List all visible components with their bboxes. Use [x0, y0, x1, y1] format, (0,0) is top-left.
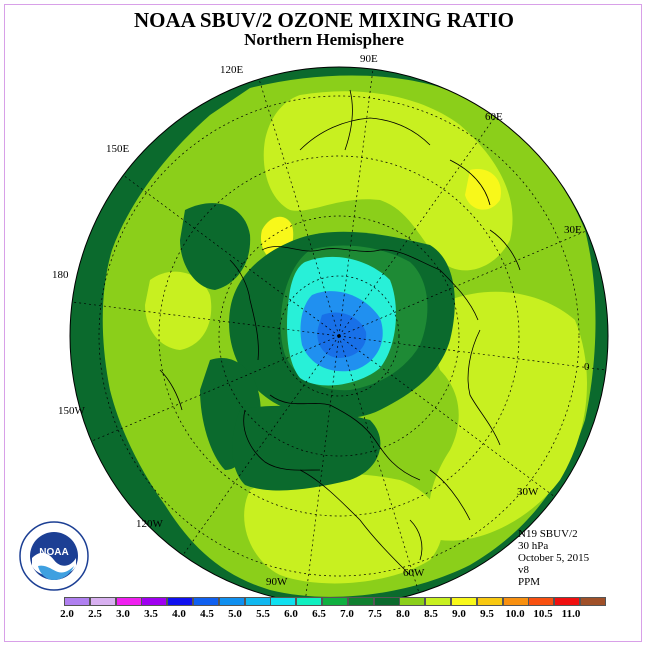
- ozone-band-8-0-atlantic: [465, 169, 501, 210]
- colorbar-tick-label: 3.5: [144, 608, 158, 620]
- page-title: NOAA SBUV/2 OZONE MIXING RATIO: [134, 8, 514, 32]
- colorbar-swatch: [296, 597, 323, 606]
- colorbar-tick-label: 5.0: [228, 608, 242, 620]
- lon-label-0: 0: [584, 361, 590, 373]
- colorbar-swatch: [115, 597, 142, 606]
- lon-label-180: 180: [52, 269, 69, 281]
- info-version: v8: [518, 564, 529, 576]
- colorbar-swatch: [218, 597, 245, 606]
- lon-label-60w: 60W: [403, 567, 425, 579]
- colorbar-swatch: [89, 597, 116, 606]
- colorbar-tick-label: 10.0: [505, 608, 525, 620]
- logo-text: NOAA: [39, 547, 68, 558]
- colorbar-swatch: [425, 597, 452, 606]
- colorbar-swatch: [322, 597, 348, 606]
- colorbar-swatch: [167, 597, 194, 606]
- lon-label-30e: 30E: [564, 224, 582, 236]
- colorbar-swatch: [64, 597, 90, 606]
- colorbar-tick-label: 4.0: [172, 608, 186, 620]
- info-level: 30 hPa: [518, 540, 549, 552]
- lon-label-120w: 120W: [136, 518, 164, 530]
- lon-label-150e: 150E: [106, 143, 130, 155]
- colorbar-swatch: [244, 597, 271, 606]
- colorbar-swatch: [528, 597, 555, 606]
- colorbar-tick-label: 10.5: [533, 608, 553, 620]
- colorbar-swatch: [141, 597, 168, 606]
- ozone-band-7-5-south: [244, 473, 443, 584]
- ozone-band-7-5-atlantic: [429, 291, 587, 541]
- colorbar-swatch: [347, 597, 374, 606]
- coastlines: [159, 89, 521, 576]
- colorbar-swatch: [373, 597, 400, 606]
- colorbar-swatch: [580, 597, 606, 606]
- colorbar-tick-label: 8.0: [396, 608, 410, 620]
- info-units: PPM: [518, 576, 541, 588]
- colorbar-tick-label: 8.5: [424, 608, 438, 620]
- colorbar-tick-label: 9.5: [480, 608, 494, 620]
- colorbar-tick-label: 4.5: [200, 608, 214, 620]
- lon-label-90w: 90W: [266, 576, 288, 588]
- info-satellite: N19 SBUV/2: [518, 528, 578, 540]
- colorbar-swatch: [554, 597, 581, 606]
- colorbar-swatch: [399, 597, 426, 606]
- colorbar-swatch: [476, 597, 503, 606]
- ozone-band-7-5-pacific: [145, 271, 212, 350]
- colorbar-swatch: [193, 597, 219, 606]
- colorbar-tick-label: 2.0: [60, 608, 74, 620]
- ozone-band-6-5-namerica: [232, 405, 381, 491]
- colorbar-tick-label: 6.5: [312, 608, 326, 620]
- colorbar-tick-label: 11.0: [561, 608, 581, 620]
- colorbar-tick-label: 6.0: [284, 608, 298, 620]
- colorbar-tick-label: 5.5: [256, 608, 270, 620]
- lon-label-60e: 60E: [485, 111, 503, 123]
- ozone-band-4-0: [317, 312, 367, 358]
- colorbar-swatch: [270, 597, 297, 606]
- ozone-band-7-5: [263, 91, 513, 271]
- info-date: October 5, 2015: [518, 552, 590, 564]
- noaa-logo: NOAA: [19, 521, 89, 591]
- lon-label-30w: 30W: [517, 486, 539, 498]
- lon-label-120e: 120E: [220, 64, 244, 76]
- colorbar-tick-label: 7.5: [368, 608, 382, 620]
- lon-label-90e: 90E: [360, 53, 378, 65]
- colorbar-swatch: [451, 597, 477, 606]
- latitude-grid: [98, 95, 580, 577]
- lon-label-150w: 150W: [58, 405, 86, 417]
- colorbar-tick-label: 2.5: [88, 608, 102, 620]
- colorbar-tick-label: 9.0: [452, 608, 466, 620]
- colorbar-swatch: [502, 597, 529, 606]
- colorbar-tick-label: 3.0: [116, 608, 130, 620]
- page-subtitle: Northern Hemisphere: [244, 30, 404, 49]
- colorbar-tick-label: 7.0: [340, 608, 354, 620]
